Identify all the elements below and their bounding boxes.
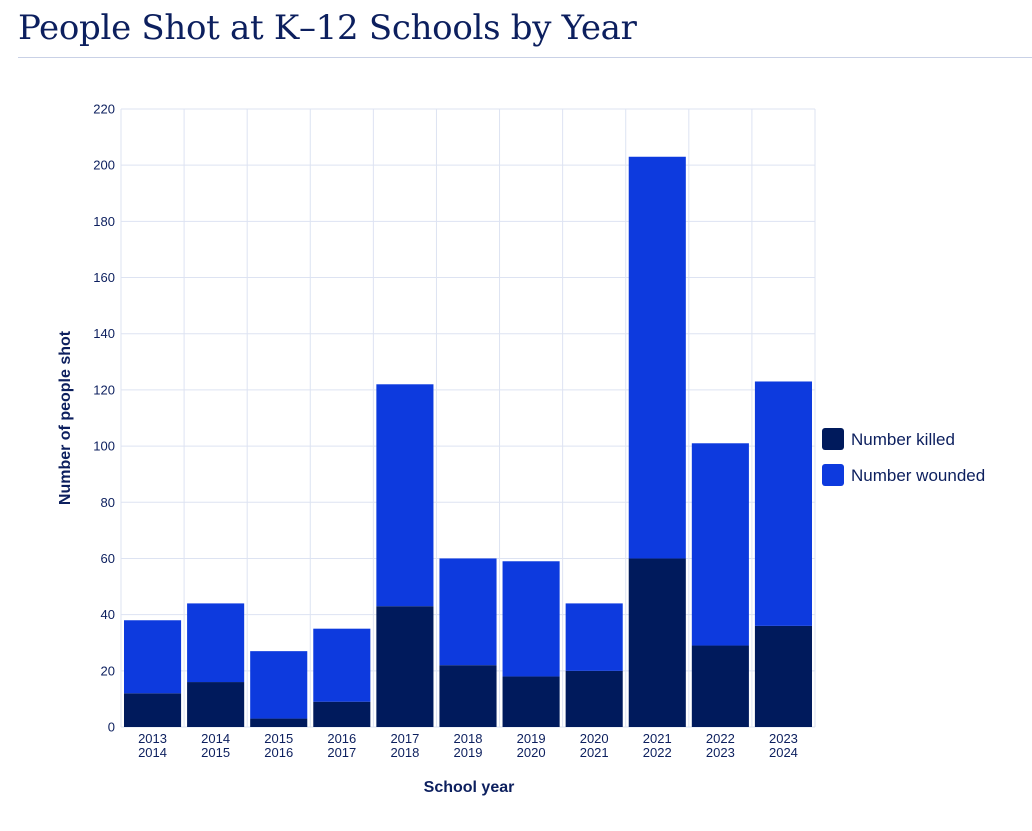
page-title: People Shot at K–12 Schools by Year bbox=[18, 8, 637, 48]
bar-killed bbox=[502, 676, 560, 727]
y-tick-label: 100 bbox=[93, 439, 115, 454]
bar-wounded bbox=[376, 384, 434, 607]
x-tick-label: 2023 bbox=[706, 745, 735, 760]
y-tick-label: 40 bbox=[101, 607, 115, 622]
legend-swatch bbox=[822, 464, 844, 486]
bar-wounded bbox=[754, 381, 812, 626]
x-tick-label: 2017 bbox=[327, 745, 356, 760]
bar-killed bbox=[313, 701, 371, 727]
x-tick-label: 2014 bbox=[138, 745, 167, 760]
x-tick-label: 2022 bbox=[643, 745, 672, 760]
x-tick-label: 2015 bbox=[201, 745, 230, 760]
bar-killed bbox=[628, 558, 686, 727]
y-tick-label: 200 bbox=[93, 158, 115, 173]
bar-wounded bbox=[502, 561, 560, 677]
bar-killed bbox=[124, 693, 182, 727]
x-tick-label: 2013 bbox=[138, 731, 167, 746]
x-tick-label: 2020 bbox=[580, 731, 609, 746]
x-tick-label: 2019 bbox=[454, 745, 483, 760]
x-tick-label: 2019 bbox=[517, 731, 546, 746]
legend-label: Number wounded bbox=[851, 466, 985, 485]
y-tick-label: 20 bbox=[101, 663, 115, 678]
y-axis-title: Number of people shot bbox=[57, 330, 74, 505]
bar-wounded bbox=[187, 603, 245, 683]
bar-wounded bbox=[691, 443, 749, 646]
bar-killed bbox=[691, 645, 749, 727]
legend-swatch bbox=[822, 428, 844, 450]
bar-killed bbox=[439, 665, 497, 727]
bar-wounded bbox=[565, 603, 623, 671]
y-tick-label: 80 bbox=[101, 495, 115, 510]
bar-wounded bbox=[439, 558, 497, 666]
x-tick-label: 2017 bbox=[390, 731, 419, 746]
legend-label: Number killed bbox=[851, 430, 955, 449]
x-tick-label: 2015 bbox=[264, 731, 293, 746]
y-axis-ticks: 0 20 40 60 80 100 120 140 160 180 200 220 bbox=[93, 102, 115, 735]
y-tick-label: 0 bbox=[108, 720, 115, 735]
x-tick-label: 2021 bbox=[643, 731, 672, 746]
bar-killed bbox=[376, 606, 434, 727]
x-tick-label: 2018 bbox=[454, 731, 483, 746]
x-tick-label: 2014 bbox=[201, 731, 230, 746]
y-tick-label: 120 bbox=[93, 382, 115, 397]
bar-killed bbox=[754, 625, 812, 727]
chart-legend: Number killed Number wounded bbox=[822, 428, 985, 486]
y-tick-label: 220 bbox=[93, 102, 115, 117]
x-tick-label: 2024 bbox=[769, 745, 798, 760]
x-tick-label: 2021 bbox=[580, 745, 609, 760]
bar-wounded bbox=[313, 628, 371, 702]
x-tick-label: 2016 bbox=[327, 731, 356, 746]
x-tick-label: 2016 bbox=[264, 745, 293, 760]
x-tick-label: 2023 bbox=[769, 731, 798, 746]
y-tick-label: 160 bbox=[93, 270, 115, 285]
bar-wounded bbox=[628, 156, 686, 559]
x-tick-label: 2020 bbox=[517, 745, 546, 760]
title-divider bbox=[18, 57, 1032, 58]
chart-bars bbox=[124, 156, 812, 727]
x-axis-ticks: 2013201420142015201520162016201720172018… bbox=[138, 731, 798, 760]
bar-wounded bbox=[124, 620, 182, 694]
y-tick-label: 60 bbox=[101, 551, 115, 566]
bar-killed bbox=[565, 670, 623, 727]
x-tick-label: 2022 bbox=[706, 731, 735, 746]
bar-wounded bbox=[250, 651, 308, 719]
y-tick-label: 140 bbox=[93, 326, 115, 341]
x-axis-title: School year bbox=[424, 779, 515, 796]
y-tick-label: 180 bbox=[93, 214, 115, 229]
x-tick-label: 2018 bbox=[390, 745, 419, 760]
bar-killed bbox=[187, 682, 245, 727]
bar-killed bbox=[250, 718, 308, 727]
